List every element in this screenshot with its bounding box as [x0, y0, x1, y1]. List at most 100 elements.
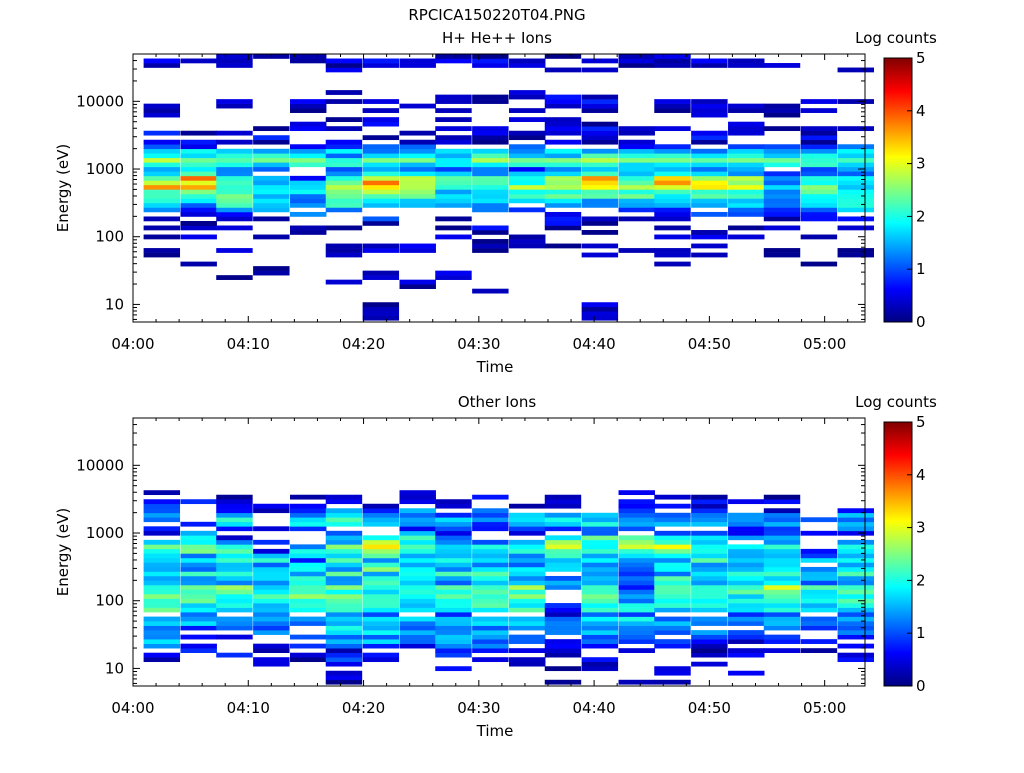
- heatmap-cell: [544, 494, 582, 500]
- heatmap-cell: [728, 225, 765, 231]
- heatmap-cell: [435, 499, 472, 505]
- heatmap-cell: [691, 108, 728, 113]
- heatmap-cell: [509, 189, 546, 195]
- heatmap-cell: [216, 539, 253, 545]
- heatmap-cell: [399, 189, 436, 195]
- heatmap-cell: [362, 517, 400, 523]
- heatmap-cell: [435, 153, 472, 159]
- heatmap-cell: [509, 639, 546, 644]
- heatmap-cell: [143, 530, 181, 536]
- heatmap-cell: [472, 639, 509, 644]
- heatmap-cell: [399, 58, 436, 64]
- heatmap-cell: [691, 598, 728, 604]
- heatmap-cell: [800, 130, 838, 136]
- heatmap-cell: [180, 535, 217, 541]
- heatmap-cell: [472, 171, 509, 177]
- heatmap-cell: [472, 557, 509, 563]
- heatmap-cell: [509, 589, 546, 595]
- heatmap-cell: [472, 494, 509, 500]
- heatmap-cell: [216, 494, 253, 500]
- heatmap-cell: [399, 499, 436, 505]
- heatmap-cell: [290, 54, 327, 59]
- heatmap-cell: [837, 612, 874, 617]
- heatmap-cell: [763, 535, 801, 541]
- heatmap-cell: [399, 494, 436, 500]
- heatmap-cell: [618, 58, 655, 64]
- heatmap-cell: [435, 135, 472, 141]
- heatmap-cell: [290, 99, 327, 104]
- heatmap-cell: [216, 139, 253, 145]
- heatmap-cell: [216, 634, 253, 640]
- heatmap-cell: [143, 108, 181, 113]
- heatmap-cell: [180, 634, 217, 640]
- heatmap-cell: [143, 58, 181, 64]
- heatmap-cell: [362, 162, 400, 168]
- heatmap-cell: [654, 589, 691, 595]
- heatmap-cell: [763, 517, 801, 523]
- heatmap-cell: [544, 652, 582, 658]
- heatmap-cell: [216, 198, 253, 204]
- heatmap-cell: [472, 58, 509, 64]
- heatmap-cell: [399, 517, 436, 523]
- heatmap-cell: [800, 148, 838, 154]
- heatmap-cell: [399, 198, 436, 204]
- heatmap-cell: [362, 275, 400, 280]
- heatmap-cell: [216, 171, 253, 177]
- heatmap-cell: [509, 175, 546, 181]
- heatmap-cell: [509, 584, 546, 590]
- heatmap-cell: [472, 566, 509, 572]
- heatmap-cell: [180, 499, 217, 505]
- heatmap-cell: [509, 148, 546, 154]
- heatmap-cell: [325, 571, 363, 577]
- heatmap-cell: [253, 657, 290, 663]
- heatmap-cell: [618, 508, 655, 514]
- heatmap-cell: [325, 612, 363, 617]
- heatmap-cell: [472, 594, 509, 599]
- heatmap-cell: [435, 517, 472, 523]
- heatmap-cell: [325, 562, 363, 568]
- heatmap-cell: [290, 589, 327, 595]
- heatmap-cell: [435, 648, 472, 653]
- heatmap-cell: [691, 544, 728, 550]
- heatmap-cell: [837, 189, 874, 195]
- heatmap-cell: [618, 630, 655, 635]
- colorbar: 0 1 2 3 4 5: [883, 413, 926, 695]
- heatmap-cell: [763, 584, 801, 590]
- heatmap-cell: [728, 652, 765, 658]
- heatmap-cell: [509, 503, 546, 509]
- heatmap-cell: [253, 548, 290, 554]
- heatmap-cell: [399, 643, 436, 649]
- heatmap-cell: [180, 148, 217, 154]
- heatmap-cell: [581, 121, 619, 127]
- heatmap-cell: [728, 162, 765, 168]
- x-tick-label: 04:00: [111, 335, 154, 353]
- heatmap-cell: [837, 126, 874, 132]
- heatmap-cell: [618, 621, 655, 626]
- heatmap-cell: [399, 184, 436, 190]
- heatmap-cell: [399, 598, 436, 604]
- heatmap-cell: [435, 557, 472, 563]
- heatmap-cell: [618, 616, 655, 622]
- heatmap-cell: [472, 539, 509, 545]
- heatmap-cell: [399, 162, 436, 168]
- heatmap-cell: [544, 603, 582, 608]
- heatmap-cell: [290, 108, 327, 113]
- heatmap-cell: [472, 621, 509, 626]
- heatmap-cell: [472, 580, 509, 586]
- heatmap-cell: [581, 535, 619, 541]
- heatmap-cell: [435, 94, 472, 100]
- heatmap-cell: [544, 94, 582, 100]
- heatmap-cell: [654, 198, 691, 204]
- heatmap-cell: [509, 648, 546, 653]
- colorbar-tick-label: 4: [916, 466, 926, 484]
- heatmap-cell: [253, 234, 290, 240]
- heatmap-cell: [691, 171, 728, 177]
- heatmap-cell: [472, 130, 509, 136]
- heatmap-cell: [691, 99, 728, 104]
- heatmap-cell: [509, 63, 546, 68]
- heatmap-cell: [800, 553, 838, 559]
- heatmap-cell: [253, 571, 290, 577]
- heatmap-cell: [728, 621, 765, 626]
- heatmap-cell: [800, 139, 838, 145]
- heatmap-cell: [435, 616, 472, 622]
